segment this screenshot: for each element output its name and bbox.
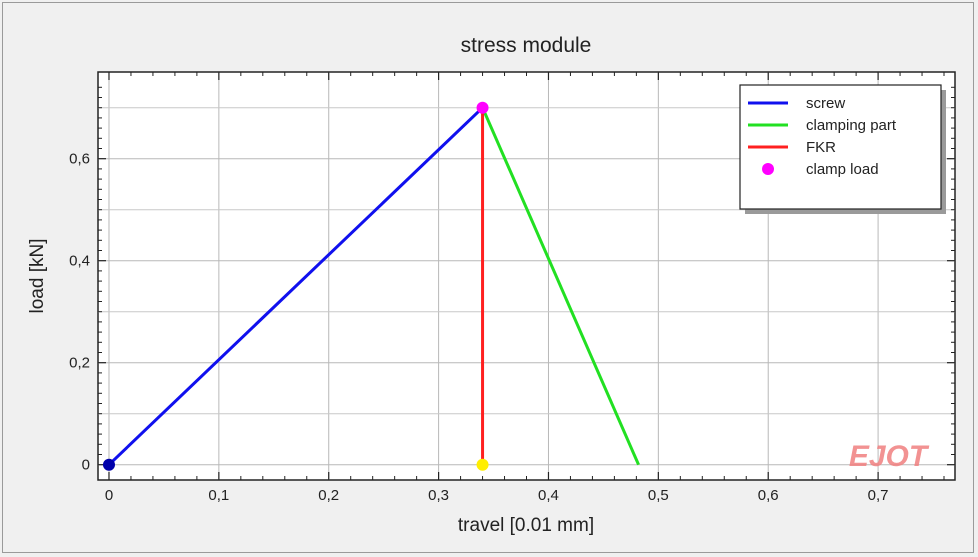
x-axis-label: travel [0.01 mm] xyxy=(458,515,594,536)
legend-label-0: screw xyxy=(806,95,845,112)
axis-ticks xyxy=(98,72,955,480)
x-tick-label: 0,2 xyxy=(318,487,339,504)
y-tick-label: 0,6 xyxy=(69,151,90,168)
series-line-0 xyxy=(107,106,484,466)
extra-marker-0 xyxy=(476,458,489,471)
marker-layer xyxy=(102,101,489,471)
y-tick-labels: 0 0,2 0,4 0,6 xyxy=(69,151,90,474)
x-tick-label: 0,4 xyxy=(538,487,559,504)
x-tick-label: 0,6 xyxy=(758,487,779,504)
x-tick-label: 0,5 xyxy=(648,487,669,504)
legend-label-3: clamp load xyxy=(806,161,879,178)
y-tick-label: 0,4 xyxy=(69,253,90,270)
legend-swatch-3 xyxy=(762,163,774,175)
x-tick-labels: 0 0,1 0,2 0,3 0,4 0,5 0,6 0,7 xyxy=(105,487,889,504)
y-axis-label: load [kN] xyxy=(27,239,48,314)
clamp-load-point xyxy=(476,101,489,114)
legend-label-1: clamping part xyxy=(806,117,897,134)
legend: screw clamping part FKR clamp load xyxy=(739,84,946,214)
x-tick-label: 0 xyxy=(105,487,113,504)
y-tick-label: 0,2 xyxy=(69,355,90,372)
y-tick-label: 0 xyxy=(82,457,90,474)
x-tick-label: 0,3 xyxy=(428,487,449,504)
series-layer xyxy=(107,106,640,466)
watermark-logo: EJOT xyxy=(849,440,930,473)
legend-label-2: FKR xyxy=(806,139,836,156)
chart-title: stress module xyxy=(461,34,592,57)
x-tick-label: 0,7 xyxy=(868,487,889,504)
x-tick-label: 0,1 xyxy=(208,487,229,504)
extra-marker-1 xyxy=(102,458,115,471)
series-line-1 xyxy=(481,107,640,466)
